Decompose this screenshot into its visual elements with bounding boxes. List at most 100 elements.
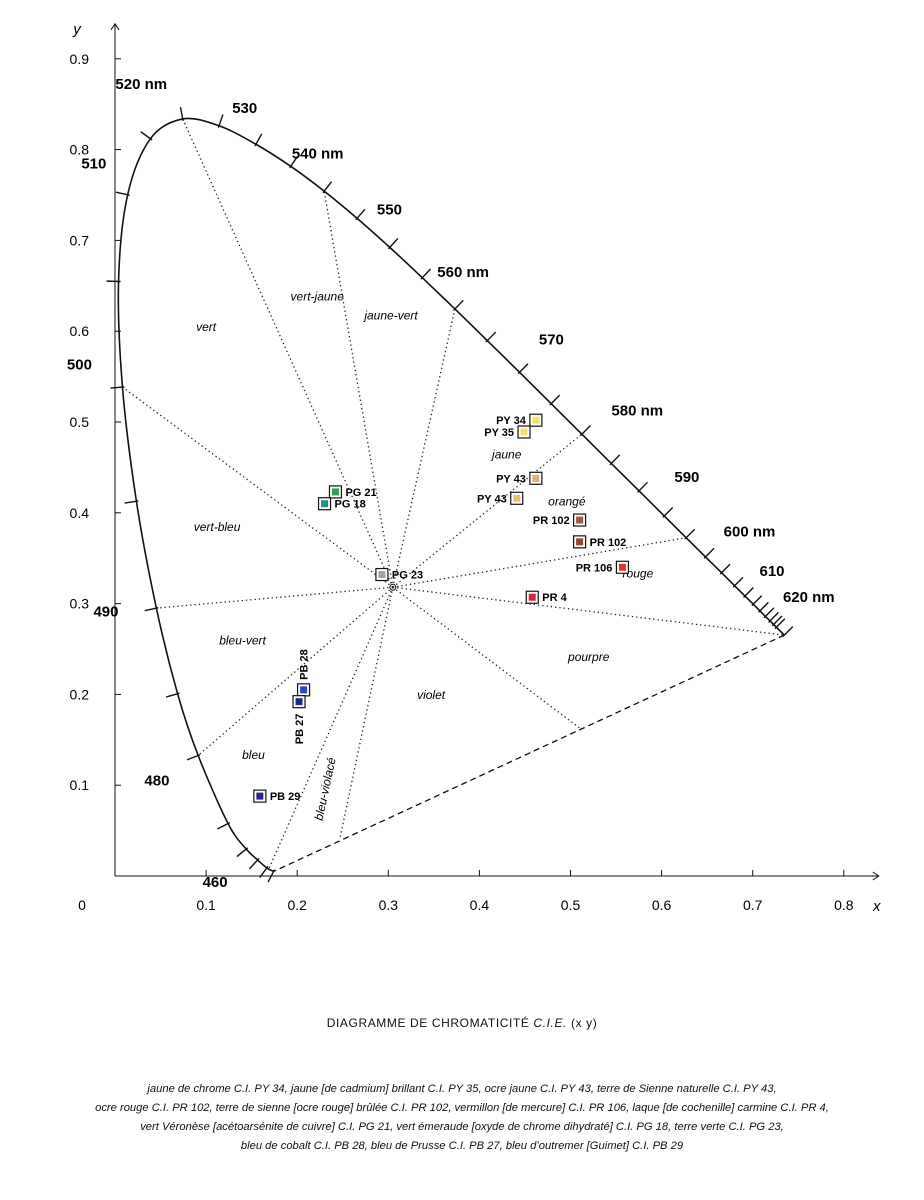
y-tick-label: 0.9 — [70, 51, 90, 67]
locus-tick — [420, 268, 432, 280]
locus-tick — [579, 425, 591, 437]
purple-line — [273, 634, 785, 873]
region-label: bleu — [242, 748, 265, 762]
locus-tick — [217, 821, 231, 830]
chart-title-main: DIAGRAMME DE CHROMATICITÉ — [326, 1016, 530, 1030]
locus-tick — [140, 131, 153, 141]
dominant-wavelength-lines — [122, 118, 785, 869]
locus-tick — [144, 607, 159, 612]
locus-tick — [322, 181, 333, 194]
dominant-line — [323, 190, 394, 588]
y-tick-label: 0.6 — [70, 323, 90, 339]
pigment-label: PR 102 — [533, 515, 570, 527]
locus-tick — [289, 156, 299, 169]
y-tick-label: 0.1 — [70, 777, 90, 793]
x-tick-label: 0.8 — [834, 897, 854, 913]
locus-tick — [757, 601, 769, 613]
y-axis-arrow-icon — [110, 22, 120, 31]
dominant-line — [392, 586, 785, 636]
chart-title-italic: C.I.E. — [533, 1016, 568, 1030]
pigment-marker — [532, 416, 540, 424]
locus-tick — [782, 626, 794, 638]
locus-tick — [774, 618, 786, 630]
x-tick-label: 0.4 — [470, 897, 490, 913]
chromaticity-diagram: 0.1 0.2 0.3 0.4 0.5 0.6 0.7 0.8 0.1 0.2 0.3 0.4 0.5 0… — [67, 21, 881, 915]
locus-tick — [110, 386, 125, 389]
locus-tick — [662, 506, 674, 518]
locus-tick — [259, 865, 269, 879]
pigment-marker — [532, 474, 540, 482]
region-label: violet — [417, 688, 446, 702]
pigment-label: PB 27 — [294, 714, 306, 745]
pigment-label: PR 102 — [590, 537, 627, 549]
locus-tick — [236, 847, 249, 858]
locus-tick — [609, 454, 621, 466]
locus-tick — [254, 133, 263, 147]
locus-tick — [517, 363, 529, 375]
pigment-marker — [576, 538, 584, 546]
pigment-marker — [321, 500, 329, 508]
pigment-label: PG 18 — [335, 499, 366, 511]
region-label: vert-jaune — [291, 289, 345, 303]
wavelength-label: 540 nm — [292, 146, 344, 163]
wavelength-label: 460 — [203, 874, 228, 891]
locus-tick — [771, 615, 783, 627]
locus-tick — [453, 299, 464, 311]
locus-tick — [768, 611, 779, 623]
locus-tick — [387, 238, 399, 250]
dominant-line — [268, 586, 394, 869]
wavelength-label: 530 — [232, 100, 257, 117]
x-tick-label: 0.3 — [379, 897, 399, 913]
locus-tick — [115, 191, 130, 196]
y-tick-label: 0.2 — [70, 686, 90, 702]
locus-tick — [743, 587, 754, 598]
locus-tick — [732, 576, 744, 588]
dominant-line — [156, 586, 393, 609]
legend-line-4: bleu de cobalt C.I. PB 28, bleu de Pruss… — [240, 1140, 684, 1152]
pigment-label: PY 34 — [496, 415, 527, 427]
pigment-marker — [618, 563, 626, 571]
locus-tick — [684, 528, 696, 540]
locus-tick — [637, 481, 648, 493]
region-label: orangé — [548, 495, 586, 509]
region-label: jaune-vert — [362, 308, 418, 322]
spectral-locus-group: 460 480 490 500 510 520 nm 530 540 nm 550 560 nm 5… — [67, 76, 835, 891]
wavelength-label: 580 nm — [611, 402, 663, 419]
y-tick-label: 0.4 — [70, 505, 90, 521]
locus-tick — [249, 857, 260, 870]
y-tick-label: 0.8 — [70, 142, 90, 158]
white-point-marker — [389, 583, 397, 591]
x-tick-label: 0.5 — [561, 897, 581, 913]
pigment-marker — [528, 593, 536, 601]
pigment-marker — [256, 792, 264, 800]
pigment-label: PB 29 — [270, 791, 301, 803]
pigment-marker — [513, 494, 521, 502]
x-axis-arrow-icon — [872, 871, 880, 881]
pigment-marker — [331, 488, 339, 496]
pigment-marker — [295, 698, 303, 706]
y-tick-label: 0.5 — [70, 414, 90, 430]
x-axis-label: x — [872, 898, 881, 915]
legend-line-2: ocre rouge C.I. PR 102, terre de sienne … — [95, 1102, 829, 1114]
region-label: vert-bleu — [194, 520, 241, 534]
region-label: vert — [196, 320, 217, 334]
wavelength-label: 490 — [93, 603, 118, 620]
wavelength-label: 600 nm — [724, 523, 776, 540]
wavelength-label: 550 — [377, 201, 402, 218]
origin-label: 0 — [78, 897, 86, 913]
dominant-line — [339, 587, 394, 838]
pigment-marker — [300, 686, 308, 694]
locus-tick — [703, 547, 715, 559]
spectral-locus — [117, 117, 785, 873]
region-label: jaune — [490, 447, 522, 461]
legend-line-1: jaune de chrome C.I. PY 34, jaune [de ca… — [147, 1083, 777, 1095]
dominant-line — [182, 118, 394, 588]
locus-tick — [217, 114, 224, 128]
pigment-label: PR 106 — [576, 562, 613, 574]
locus-tick — [549, 394, 561, 406]
wavelength-label: 610 — [760, 563, 785, 580]
pigment-label: PY 35 — [484, 427, 514, 439]
wavelength-label: 520 nm — [115, 76, 167, 93]
pigment-label: PG 21 — [345, 487, 376, 499]
